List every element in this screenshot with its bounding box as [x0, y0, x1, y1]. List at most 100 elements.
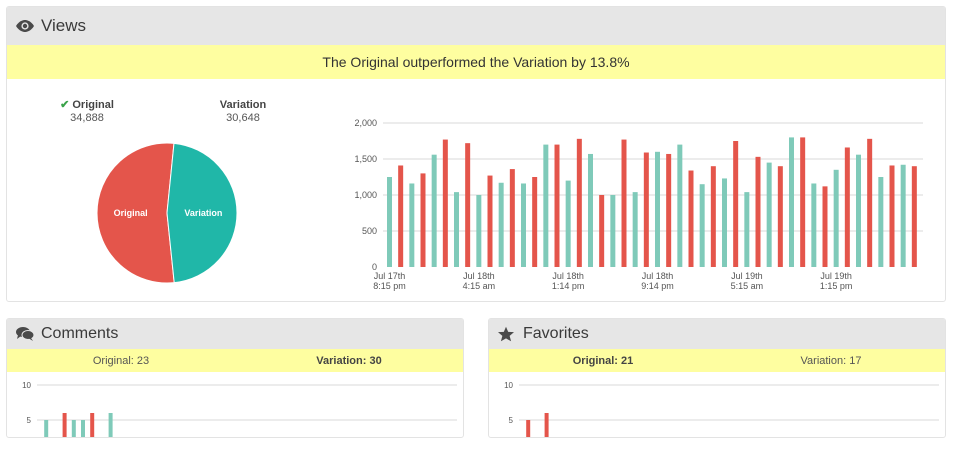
bar-variation	[521, 183, 526, 267]
bar-variation	[543, 144, 549, 267]
pie-label-variation: Variation	[184, 208, 222, 218]
x-tick-label: Jul 18th	[552, 271, 584, 281]
bar-original	[465, 143, 471, 267]
comments-original: Original: 23	[92, 354, 150, 367]
y-tick-label: 10	[504, 381, 513, 390]
bar-variation	[81, 420, 85, 437]
views-pie-chart: Original Variation	[96, 142, 238, 284]
bar-original	[599, 195, 605, 267]
bar-variation	[71, 420, 76, 437]
bar-original	[889, 165, 895, 267]
star-icon	[497, 326, 517, 342]
bar-variation	[610, 195, 616, 267]
bar-variation	[476, 195, 482, 267]
original-legend: ✔ Original 34,888	[47, 99, 127, 125]
bar-original	[90, 413, 95, 437]
bar-variation	[454, 192, 459, 267]
variation-legend: Variation 30,648	[203, 99, 283, 125]
variation-label: Variation	[219, 99, 267, 111]
x-tick-label: 1:15 pm	[820, 281, 853, 291]
x-tick-label: 4:15 am	[463, 281, 496, 291]
bar-variation	[431, 154, 437, 267]
y-tick-label: 5	[509, 416, 514, 425]
x-tick-label: 9:14 pm	[641, 281, 674, 291]
bar-variation	[833, 169, 839, 267]
favorites-title: Favorites	[523, 325, 589, 342]
views-title: Views	[41, 16, 87, 35]
favorites-bar-chart: 10 5	[504, 381, 939, 437]
bar-variation	[108, 413, 113, 437]
bar-variation	[789, 137, 794, 267]
x-tick-label: 5:15 am	[731, 281, 764, 291]
views-header: Views	[7, 7, 945, 45]
bar-original	[755, 156, 761, 267]
bar-original	[526, 420, 531, 437]
favorites-banner: Original: 21 Variation: 17	[489, 349, 945, 372]
original-value: 34,888	[70, 112, 104, 124]
pie-label-original: Original	[114, 208, 148, 218]
views-banner: The Original outperformed the Variation …	[7, 45, 945, 79]
bar-variation	[588, 153, 593, 267]
x-tick-label: 8:15 pm	[373, 281, 406, 291]
bar-original	[420, 173, 426, 267]
comments-banner: Original: 23 Variation: 30	[7, 349, 463, 372]
bar-variation	[632, 192, 638, 267]
x-tick-label: Jul 19th	[820, 271, 852, 281]
bar-original	[643, 152, 649, 267]
bar-variation	[44, 420, 49, 437]
comments-panel: Comments Original: 23 Variation: 30 10 5	[6, 318, 464, 438]
comments-bar-chart: 10 5	[22, 381, 457, 437]
bar-variation	[900, 164, 906, 267]
original-label: Original	[72, 99, 114, 111]
bar-variation	[811, 183, 817, 267]
y-tick-label: 1,000	[354, 190, 377, 200]
y-tick-label: 2,000	[354, 118, 377, 128]
bar-variation	[498, 182, 504, 267]
favorites-header: Favorites	[489, 319, 945, 349]
x-tick-label: 1:14 pm	[552, 281, 585, 291]
bar-original	[398, 165, 404, 267]
comments-variation: Variation: 30	[316, 354, 382, 367]
y-tick-label: 5	[27, 416, 32, 425]
eye-icon	[15, 18, 35, 34]
x-tick-label: Jul 19th	[731, 271, 763, 281]
bar-original	[911, 166, 917, 267]
bar-original	[554, 144, 560, 267]
bar-original	[509, 169, 515, 267]
y-tick-label: 10	[22, 381, 31, 390]
bar-variation	[387, 177, 392, 267]
bar-original	[688, 170, 694, 267]
bar-original	[844, 147, 850, 267]
bar-original	[62, 413, 67, 437]
favorites-original: Original: 21	[572, 354, 634, 367]
bar-variation	[766, 162, 772, 267]
comments-header: Comments	[7, 319, 463, 349]
bar-variation	[409, 183, 415, 267]
bar-original	[621, 139, 627, 267]
y-tick-label: 1,500	[354, 154, 377, 164]
bar-original	[867, 138, 873, 267]
bar-original	[666, 153, 672, 267]
x-tick-label: Jul 18th	[642, 271, 674, 281]
favorites-variation: Variation: 17	[800, 354, 862, 367]
comments-icon	[15, 326, 35, 342]
bar-original	[442, 139, 448, 267]
bar-original	[822, 186, 828, 267]
bar-original	[576, 138, 582, 267]
bar-original	[800, 137, 806, 267]
bar-variation	[565, 180, 571, 267]
bar-variation	[677, 144, 683, 267]
bar-original	[544, 413, 549, 437]
pie-slice-original	[96, 142, 175, 284]
bar-original	[532, 177, 538, 267]
check-icon: ✔	[60, 99, 70, 111]
comments-title: Comments	[41, 325, 119, 342]
pie-slice-variation	[166, 142, 238, 284]
x-tick-label: Jul 17th	[374, 271, 406, 281]
bar-variation	[744, 192, 750, 267]
y-tick-label: 500	[362, 226, 377, 236]
favorites-panel: Favorites Original: 21 Variation: 17 10 5	[488, 318, 946, 438]
bar-original	[733, 141, 739, 267]
variation-value: 30,648	[226, 112, 260, 124]
